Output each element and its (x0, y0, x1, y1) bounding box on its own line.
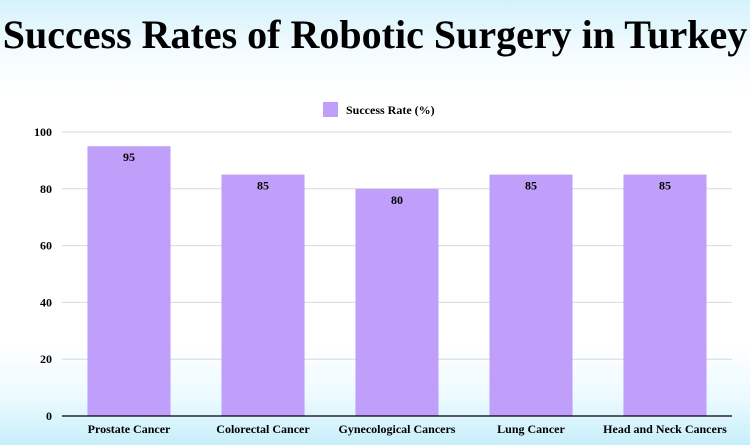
bar (221, 174, 305, 416)
page-title: Success Rates of Robotic Surgery in Turk… (2, 12, 748, 57)
x-tick-label: Head and Neck Cancers (603, 422, 727, 436)
x-tick-label: Colorectal Cancer (216, 422, 310, 436)
y-tick-label: 0 (46, 409, 52, 423)
bar (87, 146, 171, 416)
x-tick-label: Gynecological Cancers (339, 422, 456, 436)
data-label: 85 (659, 179, 671, 193)
y-tick-label: 80 (40, 182, 52, 196)
y-tick-label: 40 (40, 295, 52, 309)
y-tick-label: 20 (40, 352, 52, 366)
data-label: 95 (123, 150, 135, 164)
legend-label: Success Rate (%) (346, 103, 435, 117)
y-axis: 0 20 40 60 80 100 (34, 125, 52, 423)
data-label: 85 (525, 179, 537, 193)
bar (623, 174, 707, 416)
bar (489, 174, 573, 416)
data-label: 80 (391, 193, 403, 207)
legend-swatch (323, 102, 338, 117)
x-tick-label: Prostate Cancer (88, 422, 171, 436)
data-label: 85 (257, 179, 269, 193)
y-tick-label: 100 (34, 125, 52, 139)
x-tick-label: Lung Cancer (497, 422, 565, 436)
bars: 95 85 80 85 85 (87, 146, 707, 416)
bar (355, 188, 439, 416)
x-axis: Prostate Cancer Colorectal Cancer Gynecolo… (62, 415, 732, 436)
y-tick-label: 60 (40, 239, 52, 253)
chart-legend: Success Rate (%) (323, 102, 435, 117)
